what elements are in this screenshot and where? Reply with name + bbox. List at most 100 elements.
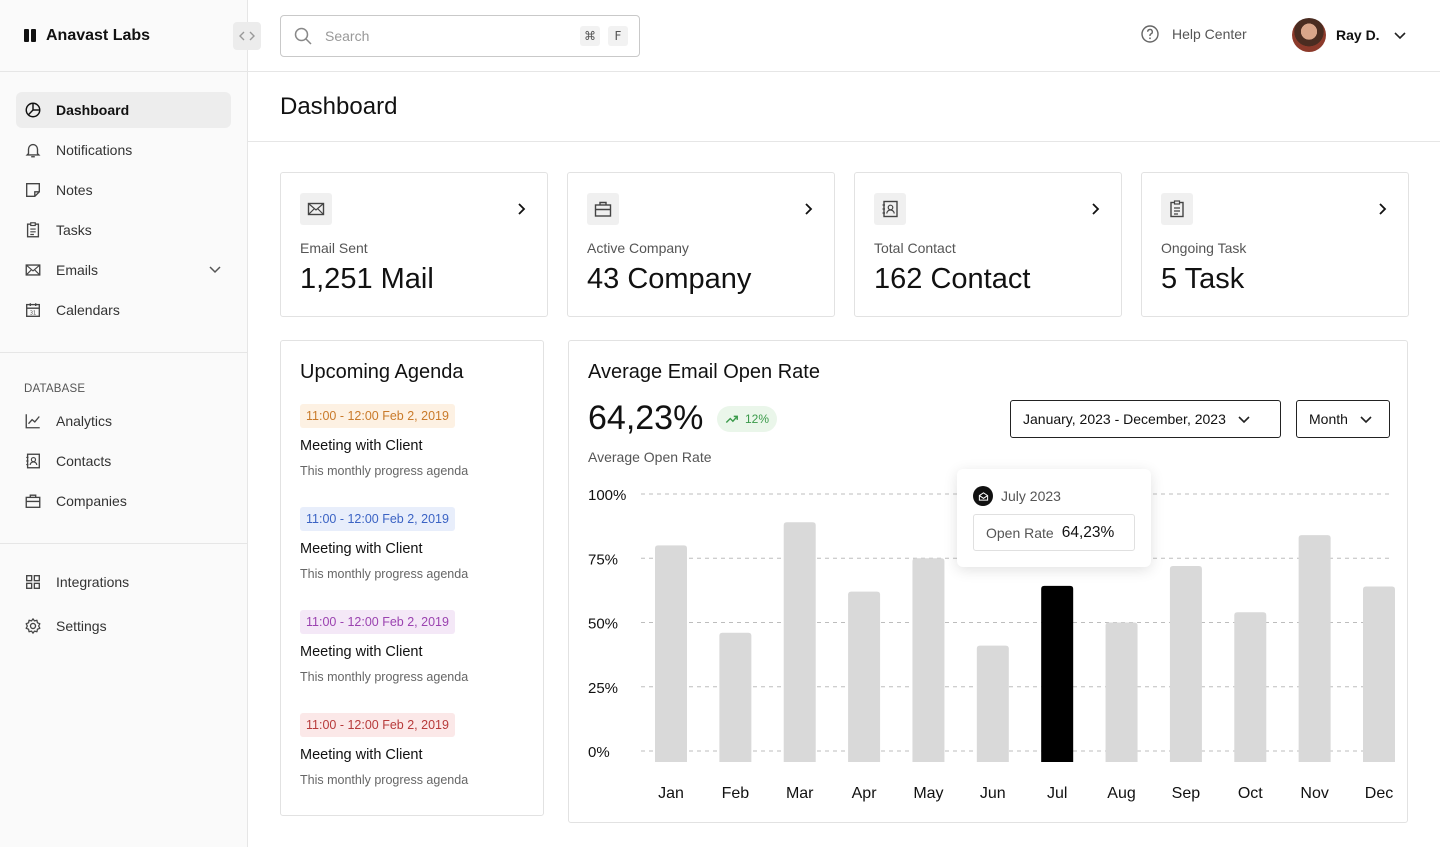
period-select[interactable]: Month	[1296, 400, 1390, 438]
clipboard-icon	[26, 222, 40, 238]
stat-card-total-contact[interactable]: Total Contact 162 Contact	[854, 172, 1122, 317]
stat-card-ongoing-task[interactable]: Ongoing Task 5 Task	[1141, 172, 1409, 317]
chevron-right-icon[interactable]	[800, 201, 816, 217]
trend-up-icon	[725, 415, 738, 423]
x-tick-label: Sep	[1172, 785, 1201, 802]
agenda-item[interactable]: 11:00 - 12:00 Feb 2, 2019 Meeting with C…	[300, 610, 530, 684]
date-range-value: January, 2023 - December, 2023	[1023, 411, 1226, 427]
search-input[interactable]: Search ⌘ F	[280, 15, 640, 57]
search-icon	[294, 27, 312, 45]
bar-feb	[719, 632, 752, 762]
stat-card-email-sent[interactable]: Email Sent 1,251 Mail	[280, 172, 548, 317]
bar-mar	[783, 522, 816, 762]
y-tick-label: 75%	[588, 551, 618, 568]
brand-logo-icon	[24, 29, 36, 42]
stat-icon-box	[874, 193, 906, 225]
avatar	[1292, 18, 1326, 52]
help-center-label: Help Center	[1172, 26, 1247, 42]
sidebar-item-label: Companies	[56, 493, 127, 509]
agenda-item[interactable]: 11:00 - 12:00 Feb 2, 2019 Meeting with C…	[300, 404, 530, 478]
x-tick-label: May	[913, 785, 943, 802]
sidebar-item-label: Tasks	[56, 222, 92, 238]
chevron-down-icon[interactable]	[207, 261, 223, 277]
sidebar-item-tasks[interactable]: Tasks	[16, 212, 231, 248]
stat-icon-box	[587, 193, 619, 225]
sidebar-collapse-button[interactable]	[233, 22, 261, 50]
agenda-item-desc: This monthly progress agenda	[300, 567, 469, 581]
stat-icon-box	[1161, 193, 1193, 225]
sidebar-item-integrations[interactable]: Integrations	[16, 564, 231, 600]
agenda-time-badge: 11:00 - 12:00 Feb 2, 2019	[300, 507, 455, 531]
agenda-time-badge: 11:00 - 12:00 Feb 2, 2019	[300, 713, 455, 737]
help-center-link[interactable]: Help Center	[1140, 24, 1247, 44]
stat-card-active-company[interactable]: Active Company 43 Company	[567, 172, 835, 317]
chevron-down-icon	[1360, 416, 1372, 424]
y-tick-label: 0%	[588, 744, 610, 761]
tooltip-label: Open Rate	[986, 524, 1054, 541]
sidebar-item-notes[interactable]: Notes	[16, 172, 231, 208]
bell-icon	[25, 143, 41, 158]
bar-jan	[655, 545, 687, 762]
chevron-right-icon[interactable]	[1087, 201, 1103, 217]
open-rate-card: 100% 75% 50% 25% 0% Jan Feb Mar Apr May Jun Jul Aug S…	[568, 340, 1408, 823]
sidebar-item-contacts[interactable]: Contacts	[16, 443, 231, 479]
date-range-select[interactable]: January, 2023 - December, 2023	[1010, 400, 1281, 438]
agenda-time-badge: 11:00 - 12:00 Feb 2, 2019	[300, 404, 455, 428]
upcoming-agenda-card: Upcoming Agenda 11:00 - 12:00 Feb 2, 201…	[280, 340, 544, 816]
sidebar-item-settings[interactable]: Settings	[16, 608, 231, 644]
agenda-time-badge: 11:00 - 12:00 Feb 2, 2019	[300, 610, 455, 634]
calendar-icon: 31	[26, 303, 40, 317]
contacts-icon	[26, 453, 40, 469]
stat-label: Ongoing Task	[1161, 240, 1247, 256]
agenda-item-title: Meeting with Client	[300, 644, 423, 660]
bar-may	[912, 558, 945, 762]
brand: Anavast Labs	[0, 0, 261, 72]
sidebar-item-dashboard[interactable]: Dashboard	[16, 92, 231, 128]
topbar: Search ⌘ F Help Center Ray D.	[248, 0, 1440, 72]
agenda-item-title: Meeting with Client	[300, 438, 423, 454]
gear-icon	[25, 618, 41, 634]
sidebar: Anavast Labs Dashboard Notifications Not…	[0, 0, 261, 847]
sidebar-item-calendars[interactable]: 31 Calendars	[16, 292, 231, 328]
code-chevrons-icon	[239, 31, 255, 41]
open-rate-subtitle: Average Open Rate	[588, 449, 712, 465]
bar-apr	[848, 591, 881, 762]
chevron-right-icon[interactable]	[1374, 201, 1390, 217]
mail-icon	[307, 202, 325, 216]
agenda-item-title: Meeting with Client	[300, 541, 423, 557]
user-name: Ray D.	[1336, 27, 1380, 43]
note-icon	[26, 183, 40, 197]
briefcase-icon	[594, 201, 612, 217]
x-tick-label: Jul	[1047, 785, 1067, 802]
y-tick-label: 25%	[588, 680, 618, 697]
open-rate-value: 64,23%	[588, 399, 704, 437]
sidebar-item-companies[interactable]: Companies	[16, 483, 231, 519]
bar-aug	[1105, 622, 1138, 762]
line-chart-icon	[25, 414, 40, 429]
user-menu[interactable]: Ray D.	[1292, 18, 1408, 52]
x-tick-label: Apr	[852, 785, 878, 802]
nav-section-title: DATABASE	[24, 383, 86, 395]
sidebar-item-analytics[interactable]: Analytics	[16, 403, 231, 439]
period-value: Month	[1309, 411, 1348, 427]
briefcase-icon	[25, 494, 41, 508]
mail-open-icon	[973, 486, 993, 506]
delta-badge: 12%	[717, 406, 778, 432]
chart-title: Average Email Open Rate	[588, 361, 820, 383]
y-tick-label: 50%	[588, 616, 618, 633]
stat-value: 43 Company	[587, 263, 752, 295]
tooltip-header: July 2023	[973, 486, 1061, 506]
database-nav: DATABASE Analytics Contacts Companies	[0, 353, 247, 543]
agenda-item[interactable]: 11:00 - 12:00 Feb 2, 2019 Meeting with C…	[300, 713, 530, 787]
bar-jul	[1041, 585, 1074, 762]
x-tick-label: Aug	[1107, 785, 1135, 802]
page-title: Dashboard	[280, 92, 398, 120]
sidebar-item-emails[interactable]: Emails	[16, 252, 231, 288]
bar-nov	[1298, 535, 1331, 762]
sidebar-item-notifications[interactable]: Notifications	[16, 132, 231, 168]
agenda-item[interactable]: 11:00 - 12:00 Feb 2, 2019 Meeting with C…	[300, 507, 530, 581]
chevron-right-icon[interactable]	[513, 201, 529, 217]
x-tick-label: Jun	[980, 785, 1006, 802]
x-tick-label: Feb	[722, 785, 750, 802]
bar-sep	[1169, 565, 1202, 762]
